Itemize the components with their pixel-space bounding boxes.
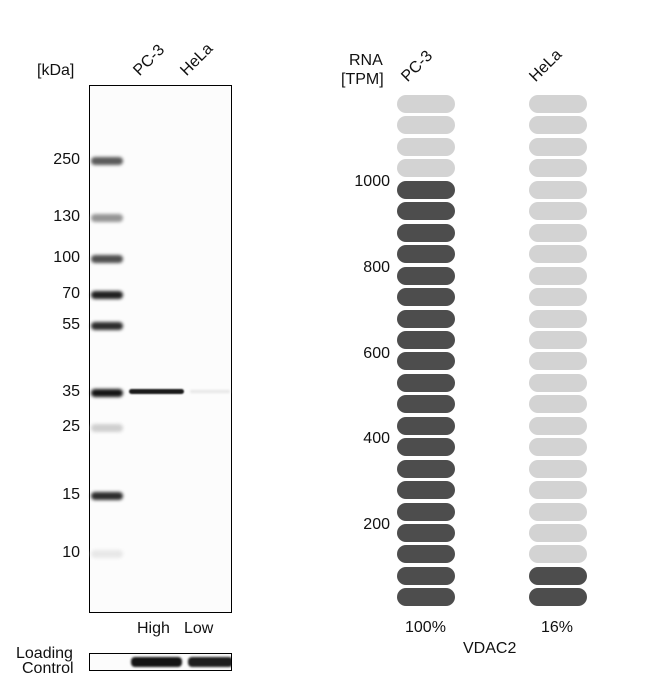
rna-pill xyxy=(529,202,587,221)
rna-pill xyxy=(397,373,455,392)
rna-pill xyxy=(529,309,587,328)
marker-label: 130 xyxy=(53,208,80,225)
ladder-band xyxy=(91,424,123,432)
lane-label-hela: HeLa xyxy=(177,40,217,80)
rna-pill xyxy=(529,245,587,264)
rna-tick-label: 400 xyxy=(363,430,390,447)
marker-label: 250 xyxy=(53,151,80,168)
loading-band-pc3 xyxy=(131,657,182,667)
rna-pill xyxy=(529,588,587,607)
marker-label: 35 xyxy=(62,383,80,400)
rna-pill xyxy=(397,459,455,478)
rna-pill xyxy=(397,159,455,178)
loading-control-strip xyxy=(89,653,232,671)
marker-label: 55 xyxy=(62,316,80,333)
rna-tick-label: 800 xyxy=(363,259,390,276)
rna-pill xyxy=(529,373,587,392)
marker-label: 25 xyxy=(62,418,80,435)
rna-pill xyxy=(397,395,455,414)
gene-name: VDAC2 xyxy=(463,640,517,657)
ladder-band xyxy=(91,255,123,263)
rna-pill xyxy=(397,95,455,113)
loading-band-hela xyxy=(188,657,231,667)
ladder-band xyxy=(91,291,123,299)
marker-label: 100 xyxy=(53,249,80,266)
rna-pill xyxy=(529,545,587,564)
lane-label-pc3: PC-3 xyxy=(130,41,169,80)
rna-pill xyxy=(397,566,455,585)
rna-tick-label: 1000 xyxy=(354,173,390,190)
loading-control-label-2: Control xyxy=(22,660,74,677)
rna-pill xyxy=(397,116,455,135)
marker-label: 70 xyxy=(62,285,80,302)
ladder-band xyxy=(91,389,123,397)
rna-pill xyxy=(397,352,455,371)
rna-pill xyxy=(397,288,455,307)
loading-control-label-1: Loading xyxy=(16,645,73,662)
rna-pill xyxy=(397,245,455,264)
rna-pill xyxy=(397,330,455,349)
marker-label: 10 xyxy=(62,544,80,561)
rna-tick-label: 600 xyxy=(363,345,390,362)
rna-pill xyxy=(529,352,587,371)
ladder-band xyxy=(91,157,123,165)
rna-pill xyxy=(397,438,455,457)
rna-pill xyxy=(529,223,587,242)
rna-pill xyxy=(397,481,455,500)
rna-col-label-hela: HeLa xyxy=(526,46,566,86)
rna-pill xyxy=(529,395,587,414)
rna-pill xyxy=(397,524,455,542)
rna-axis-title-2: [TPM] xyxy=(341,71,384,88)
rna-pill xyxy=(529,566,587,585)
rna-pill xyxy=(529,416,587,435)
rna-pill xyxy=(397,502,455,521)
rna-pill xyxy=(397,266,455,285)
rna-axis-title-1: RNA xyxy=(349,52,383,69)
rna-pill xyxy=(397,416,455,435)
sample-band-pc3 xyxy=(129,389,184,394)
rna-pill xyxy=(397,202,455,221)
marker-label: 15 xyxy=(62,486,80,503)
rna-pill xyxy=(529,524,587,542)
blot-membrane xyxy=(89,85,232,613)
rna-tick-label: 200 xyxy=(363,516,390,533)
rna-pill xyxy=(397,588,455,607)
rna-pill xyxy=(397,137,455,156)
rna-pill xyxy=(397,545,455,564)
level-label-high: High xyxy=(137,620,170,637)
rna-pill xyxy=(529,481,587,500)
rna-pill xyxy=(529,459,587,478)
rna-col-label-pc3: PC-3 xyxy=(398,47,437,86)
rna-pill xyxy=(529,502,587,521)
sample-band-hela xyxy=(190,390,230,393)
rna-pill xyxy=(529,137,587,156)
rna-pill xyxy=(397,223,455,242)
rna-pill xyxy=(529,159,587,178)
ladder-band xyxy=(91,322,123,330)
rna-pill xyxy=(529,266,587,285)
kda-unit-label: [kDa] xyxy=(37,62,75,79)
rna-pill xyxy=(529,438,587,457)
rna-pill xyxy=(397,180,455,199)
rna-pill xyxy=(529,330,587,349)
rna-pill xyxy=(529,288,587,307)
percent-label-pc3: 100% xyxy=(405,619,446,636)
ladder-band xyxy=(91,214,123,222)
rna-pill xyxy=(397,309,455,328)
rna-pill xyxy=(529,95,587,113)
ladder-band xyxy=(91,492,123,500)
rna-pill xyxy=(529,116,587,135)
level-label-low: Low xyxy=(184,620,214,637)
rna-pill xyxy=(529,180,587,199)
percent-label-hela: 16% xyxy=(541,619,574,636)
ladder-band xyxy=(91,550,123,558)
